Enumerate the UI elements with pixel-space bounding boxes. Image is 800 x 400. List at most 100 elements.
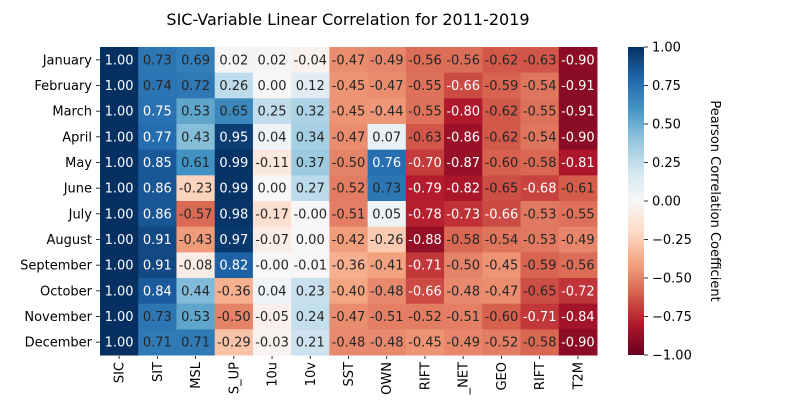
cell-value-label: 1.00 [105,233,134,248]
heatmap-cell [405,201,445,228]
heatmap-cell [176,72,216,99]
heatmap-cell [291,124,330,151]
heatmap-cell [482,98,522,125]
row-tick-label: December [25,336,93,351]
cell-value-label: -0.66 [446,79,480,94]
cell-value-label: 1.00 [105,156,134,171]
heatmap-cell [405,278,445,305]
heatmap-cell [252,72,292,99]
heatmap-cell [100,124,139,151]
cell-value-label: 0.85 [143,156,172,171]
cell-value-label: 0.73 [143,53,172,68]
column-tick-label: T2M [571,362,586,390]
heatmap-cell [482,201,522,228]
colorbar-tick-label: 0.75 [652,79,681,94]
chart-title: SIC-Variable Linear Correlation for 2011… [166,10,529,29]
cell-value-label: -0.45 [332,79,366,94]
heatmap-cell [444,252,483,279]
row-tick-label: July [68,207,93,222]
heatmap-cell [482,303,522,330]
cell-value-label: 0.02 [258,53,287,68]
column-tick-label: 10u [266,362,281,387]
heatmap-cell [329,303,369,330]
heatmap-cell [520,72,560,99]
cell-value-label: -0.84 [561,310,595,325]
heatmap-cell [291,201,330,228]
heatmap-cell [138,175,177,202]
heatmap-cell [176,201,216,228]
heatmap-cell [176,47,216,74]
cell-value-label: -0.53 [523,207,557,222]
heatmap-cell [214,149,254,176]
heatmap-cell [100,47,139,74]
cell-value-label: -0.55 [408,79,442,94]
colorbar-tick-label: 0.50 [652,118,681,133]
cell-value-label: -0.44 [370,105,404,120]
heatmap-cell [138,252,177,279]
heatmap-cell [329,72,369,99]
cell-value-label: 0.04 [258,284,287,299]
cell-value-label: -0.72 [561,284,595,299]
cell-value-label: 0.00 [258,79,287,94]
cell-value-label: 0.61 [181,156,210,171]
cell-value-label: 0.69 [181,53,210,68]
cell-value-label: -0.29 [217,336,251,351]
column-tick-label: OWN [380,362,395,395]
heatmap-cell [520,47,560,74]
cell-value-label: -0.51 [370,310,404,325]
cell-value-label: -0.52 [332,182,366,197]
heatmap-cell [252,47,292,74]
cell-value-label: -0.52 [485,336,519,351]
cell-value-label: 1.00 [105,259,134,274]
cell-value-label: -0.73 [446,207,480,222]
cell-value-label: 0.71 [181,336,210,351]
cell-value-label: -0.00 [255,259,289,274]
colorbar-tick-label: −0.75 [652,310,692,325]
heatmap-cell [176,329,216,356]
cell-value-label: 0.00 [296,233,325,248]
heatmap-cell [520,303,560,330]
colorbar-tick-label: 1.00 [652,41,681,56]
cell-value-label: -0.47 [332,53,366,68]
heatmap-cell [444,329,483,356]
cell-value-label: -0.50 [332,156,366,171]
cell-value-label: 0.73 [143,310,172,325]
heatmap-cell [329,47,369,74]
cell-value-label: 0.95 [219,130,248,145]
heatmap-cell [176,98,216,125]
cell-value-label: -0.66 [408,284,442,299]
cell-value-label: -0.55 [561,207,595,222]
heatmap-cell [138,303,177,330]
cell-value-label: -0.87 [446,156,480,171]
cell-value-label: -0.45 [332,105,366,120]
cell-value-label: -0.50 [446,259,480,274]
heatmap-cell [558,47,598,74]
cell-value-label: -0.47 [332,310,366,325]
heatmap-cell [444,72,483,99]
cell-value-label: -0.54 [485,233,519,248]
heatmap-cell [405,226,445,253]
colorbar-label: Pearson Correlation Coefficient [707,100,722,301]
column-tick-label: GEO [495,362,510,391]
cell-value-label: -0.52 [408,310,442,325]
cell-value-label: -0.23 [179,182,213,197]
heatmap-cell [329,201,369,228]
heatmap-cell [520,278,560,305]
heatmap-cell [252,124,292,151]
row-tick-labels: January February March April May June July Augu… [20,53,100,351]
heatmap-cell [100,98,139,125]
heatmap-cell [482,47,522,74]
cell-value-label: -0.59 [485,79,519,94]
heatmap-cell [558,278,598,305]
heatmap-grid: 1.00 0.73 0.69 0.02 0.02 -0.04 -0.47 -0.49 -0.56… [100,47,598,356]
heatmap-cell [176,252,216,279]
cell-value-label: 0.24 [296,310,325,325]
cell-value-label: 0.72 [181,79,210,94]
heatmap-cell [291,72,330,99]
cell-value-label: 0.91 [143,233,172,248]
heatmap-cell [100,329,139,356]
cell-value-label: 0.98 [219,207,248,222]
cell-value-label: 1.00 [105,207,134,222]
heatmap-cell [329,149,369,176]
heatmap-cell [100,201,139,228]
